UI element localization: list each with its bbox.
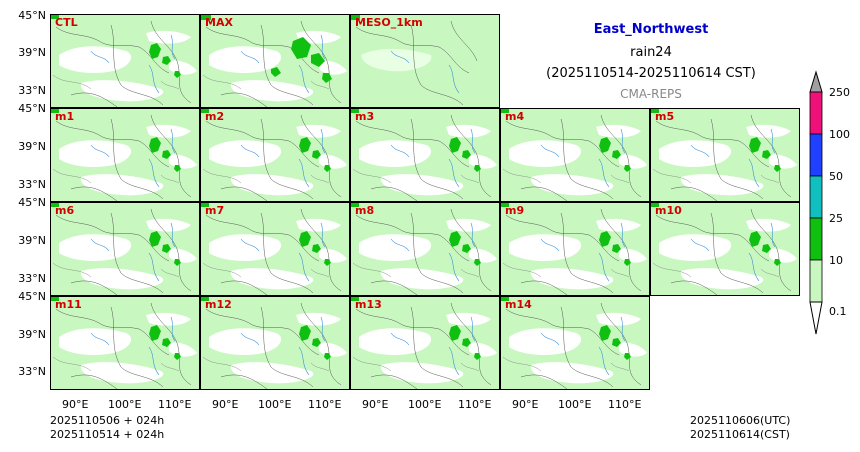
valid-time-utc: 2025110606(UTC)	[690, 414, 791, 427]
colorbar-label: 0.1	[829, 305, 847, 318]
map-panel-m4: m4	[500, 108, 650, 202]
map-panel-m14: m14	[500, 296, 650, 390]
lat-label: 33°N	[18, 272, 46, 285]
colorbar	[809, 70, 823, 335]
lat-label: 39°N	[18, 328, 46, 341]
map-panel-m12: m12	[200, 296, 350, 390]
lat-label: 45°N	[18, 102, 46, 115]
panel-label: MESO_1km	[355, 16, 423, 29]
colorbar-segment-50-100	[809, 133, 823, 177]
colorbar-segment-25-50	[809, 175, 823, 219]
lat-label: 39°N	[18, 234, 46, 247]
lon-label: 90°E	[362, 398, 389, 411]
colorbar-segment-100-250	[809, 91, 823, 135]
source-title: CMA-REPS	[620, 87, 682, 101]
period-title: (2025110514-2025110614 CST)	[546, 66, 756, 81]
colorbar-label: 50	[829, 170, 843, 183]
map-panel-m8: m8	[350, 202, 500, 296]
map-panel-m11: m11	[50, 296, 200, 390]
map-panel-m2: m2	[200, 108, 350, 202]
variable-title: rain24	[630, 45, 672, 60]
map-panel-m5: m5	[650, 108, 800, 202]
lon-label: 110°E	[308, 398, 342, 411]
lon-label: 90°E	[212, 398, 239, 411]
lat-label: 39°N	[18, 140, 46, 153]
panel-label: m5	[655, 110, 675, 123]
colorbar-cap-bottom	[809, 301, 823, 335]
region-title: East_Northwest	[593, 22, 709, 37]
init-time-utc: 2025110506 + 024h	[50, 414, 165, 427]
panel-label: m14	[505, 298, 532, 311]
panel-label: m6	[55, 204, 75, 217]
map-panel-m6: m6	[50, 202, 200, 296]
map-panel-m13: m13	[350, 296, 500, 390]
map-panel-m1: m1	[50, 108, 200, 202]
colorbar-label: 250	[829, 86, 850, 99]
lat-label: 45°N	[18, 290, 46, 303]
colorbar-segment-0.1-10	[809, 259, 823, 303]
panel-label: m7	[205, 204, 225, 217]
panel-label: m9	[505, 204, 525, 217]
panel-label: m2	[205, 110, 225, 123]
lat-label: 33°N	[18, 84, 46, 97]
colorbar-cap-top	[809, 70, 823, 93]
lon-label: 110°E	[158, 398, 192, 411]
lon-label: 110°E	[608, 398, 642, 411]
panel-label: m10	[655, 204, 682, 217]
panel-label: CTL	[55, 16, 78, 29]
lon-label: 110°E	[458, 398, 492, 411]
map-panel-m7: m7	[200, 202, 350, 296]
colorbar-label: 100	[829, 128, 850, 141]
panel-label: m12	[205, 298, 232, 311]
lat-label: 33°N	[18, 365, 46, 378]
valid-time-cst: 2025110614(CST)	[690, 428, 790, 441]
colorbar-segment-10-25	[809, 217, 823, 261]
lat-label: 45°N	[18, 196, 46, 209]
panel-label: m4	[505, 110, 525, 123]
lon-label: 100°E	[258, 398, 292, 411]
lat-label: 33°N	[18, 178, 46, 191]
map-panel-ctl: CTL	[50, 14, 200, 108]
lon-label: 90°E	[512, 398, 539, 411]
panel-label: m13	[355, 298, 382, 311]
lon-label: 100°E	[108, 398, 142, 411]
panel-label: m3	[355, 110, 375, 123]
colorbar-label: 25	[829, 212, 843, 225]
map-panel-m10: m10	[650, 202, 800, 296]
map-panel-max: MAX	[200, 14, 350, 108]
map-panel-m3: m3	[350, 108, 500, 202]
lon-label: 90°E	[62, 398, 89, 411]
lat-label: 45°N	[18, 9, 46, 22]
panel-label: m8	[355, 204, 375, 217]
init-time-cst: 2025110514 + 024h	[50, 428, 165, 441]
lon-label: 100°E	[408, 398, 442, 411]
lat-label: 39°N	[18, 46, 46, 59]
map-panel-m9: m9	[500, 202, 650, 296]
map-panel-meso: MESO_1km	[350, 14, 500, 108]
lon-label: 100°E	[558, 398, 592, 411]
colorbar-label: 10	[829, 254, 843, 267]
panel-label: m11	[55, 298, 82, 311]
panel-label: m1	[55, 110, 75, 123]
panel-label: MAX	[205, 16, 233, 29]
